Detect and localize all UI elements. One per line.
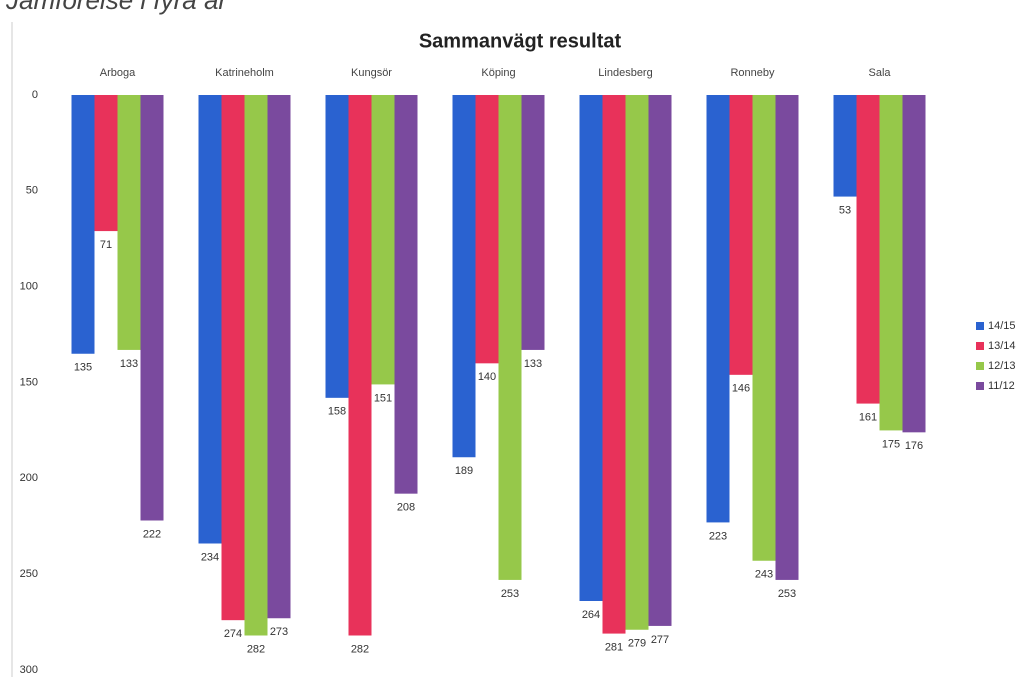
data-label: 140 <box>478 371 496 383</box>
x-tick-label: Arboga <box>100 67 136 79</box>
data-label: 161 <box>859 411 877 423</box>
bar <box>521 95 545 350</box>
bar <box>775 95 799 580</box>
data-label: 175 <box>882 438 900 450</box>
data-label: 282 <box>351 643 369 655</box>
data-label: 281 <box>605 641 623 653</box>
data-label: 273 <box>270 626 288 638</box>
data-label: 234 <box>201 551 219 563</box>
legend-label: 14/15 <box>988 320 1016 332</box>
data-label: 253 <box>501 588 519 600</box>
y-tick-label: 0 <box>32 89 38 101</box>
bar <box>833 95 857 197</box>
legend-label: 11/12 <box>988 380 1015 392</box>
bar <box>71 95 95 354</box>
data-label: 264 <box>582 609 600 621</box>
legend-swatch <box>976 322 984 330</box>
bar <box>94 95 118 232</box>
data-label: 282 <box>247 643 265 655</box>
x-tick-label: Sala <box>868 67 891 79</box>
bar <box>325 95 349 398</box>
bar <box>348 95 372 636</box>
bar <box>244 95 268 636</box>
x-tick-label: Köping <box>481 67 515 79</box>
y-tick-label: 200 <box>20 472 38 484</box>
y-tick-label: 100 <box>20 281 38 293</box>
data-label: 208 <box>397 502 415 514</box>
legend-swatch <box>976 362 984 370</box>
x-tick-label: Ronneby <box>730 67 775 79</box>
bar <box>267 95 291 619</box>
y-tick-label: 250 <box>20 568 38 580</box>
bar <box>856 95 880 404</box>
x-tick-label: Kungsör <box>351 67 392 79</box>
data-label: 71 <box>100 239 112 251</box>
data-label: 151 <box>374 392 392 404</box>
bar <box>475 95 499 364</box>
legend-label: 13/14 <box>988 340 1016 352</box>
bar <box>394 95 418 494</box>
data-label: 223 <box>709 530 727 542</box>
data-label: 146 <box>732 383 750 395</box>
bar <box>452 95 476 458</box>
bar <box>648 95 672 626</box>
y-tick-label: 50 <box>26 185 38 197</box>
bar <box>752 95 776 561</box>
data-label: 158 <box>328 406 346 418</box>
legend-label: 12/13 <box>988 360 1016 372</box>
data-label: 189 <box>455 465 473 477</box>
bar <box>729 95 753 375</box>
data-label: 243 <box>755 569 773 581</box>
bar <box>902 95 926 433</box>
y-tick-label: 150 <box>20 376 38 388</box>
bar <box>221 95 245 621</box>
bar <box>625 95 649 630</box>
data-label: 274 <box>224 628 242 640</box>
data-label: 222 <box>143 528 161 540</box>
data-label: 277 <box>651 634 669 646</box>
bar <box>198 95 222 544</box>
data-label: 176 <box>905 440 923 452</box>
bar <box>579 95 603 601</box>
bar <box>706 95 730 523</box>
data-label: 135 <box>74 362 92 374</box>
chart-title: Sammanvägt resultat <box>419 30 622 52</box>
bar <box>879 95 903 431</box>
data-label: 133 <box>120 358 138 370</box>
x-tick-label: Lindesberg <box>598 67 652 79</box>
data-label: 279 <box>628 638 646 650</box>
page-heading: Jämförelse i fyra år <box>5 0 228 15</box>
bar <box>140 95 164 521</box>
bar <box>117 95 141 350</box>
bar <box>371 95 395 385</box>
bar <box>498 95 522 580</box>
bar <box>602 95 626 634</box>
data-label: 253 <box>778 588 796 600</box>
legend-swatch <box>976 382 984 390</box>
data-label: 53 <box>839 204 851 216</box>
x-tick-label: Katrineholm <box>215 67 274 79</box>
legend-swatch <box>976 342 984 350</box>
y-tick-label: 300 <box>20 664 38 676</box>
data-label: 133 <box>524 358 542 370</box>
